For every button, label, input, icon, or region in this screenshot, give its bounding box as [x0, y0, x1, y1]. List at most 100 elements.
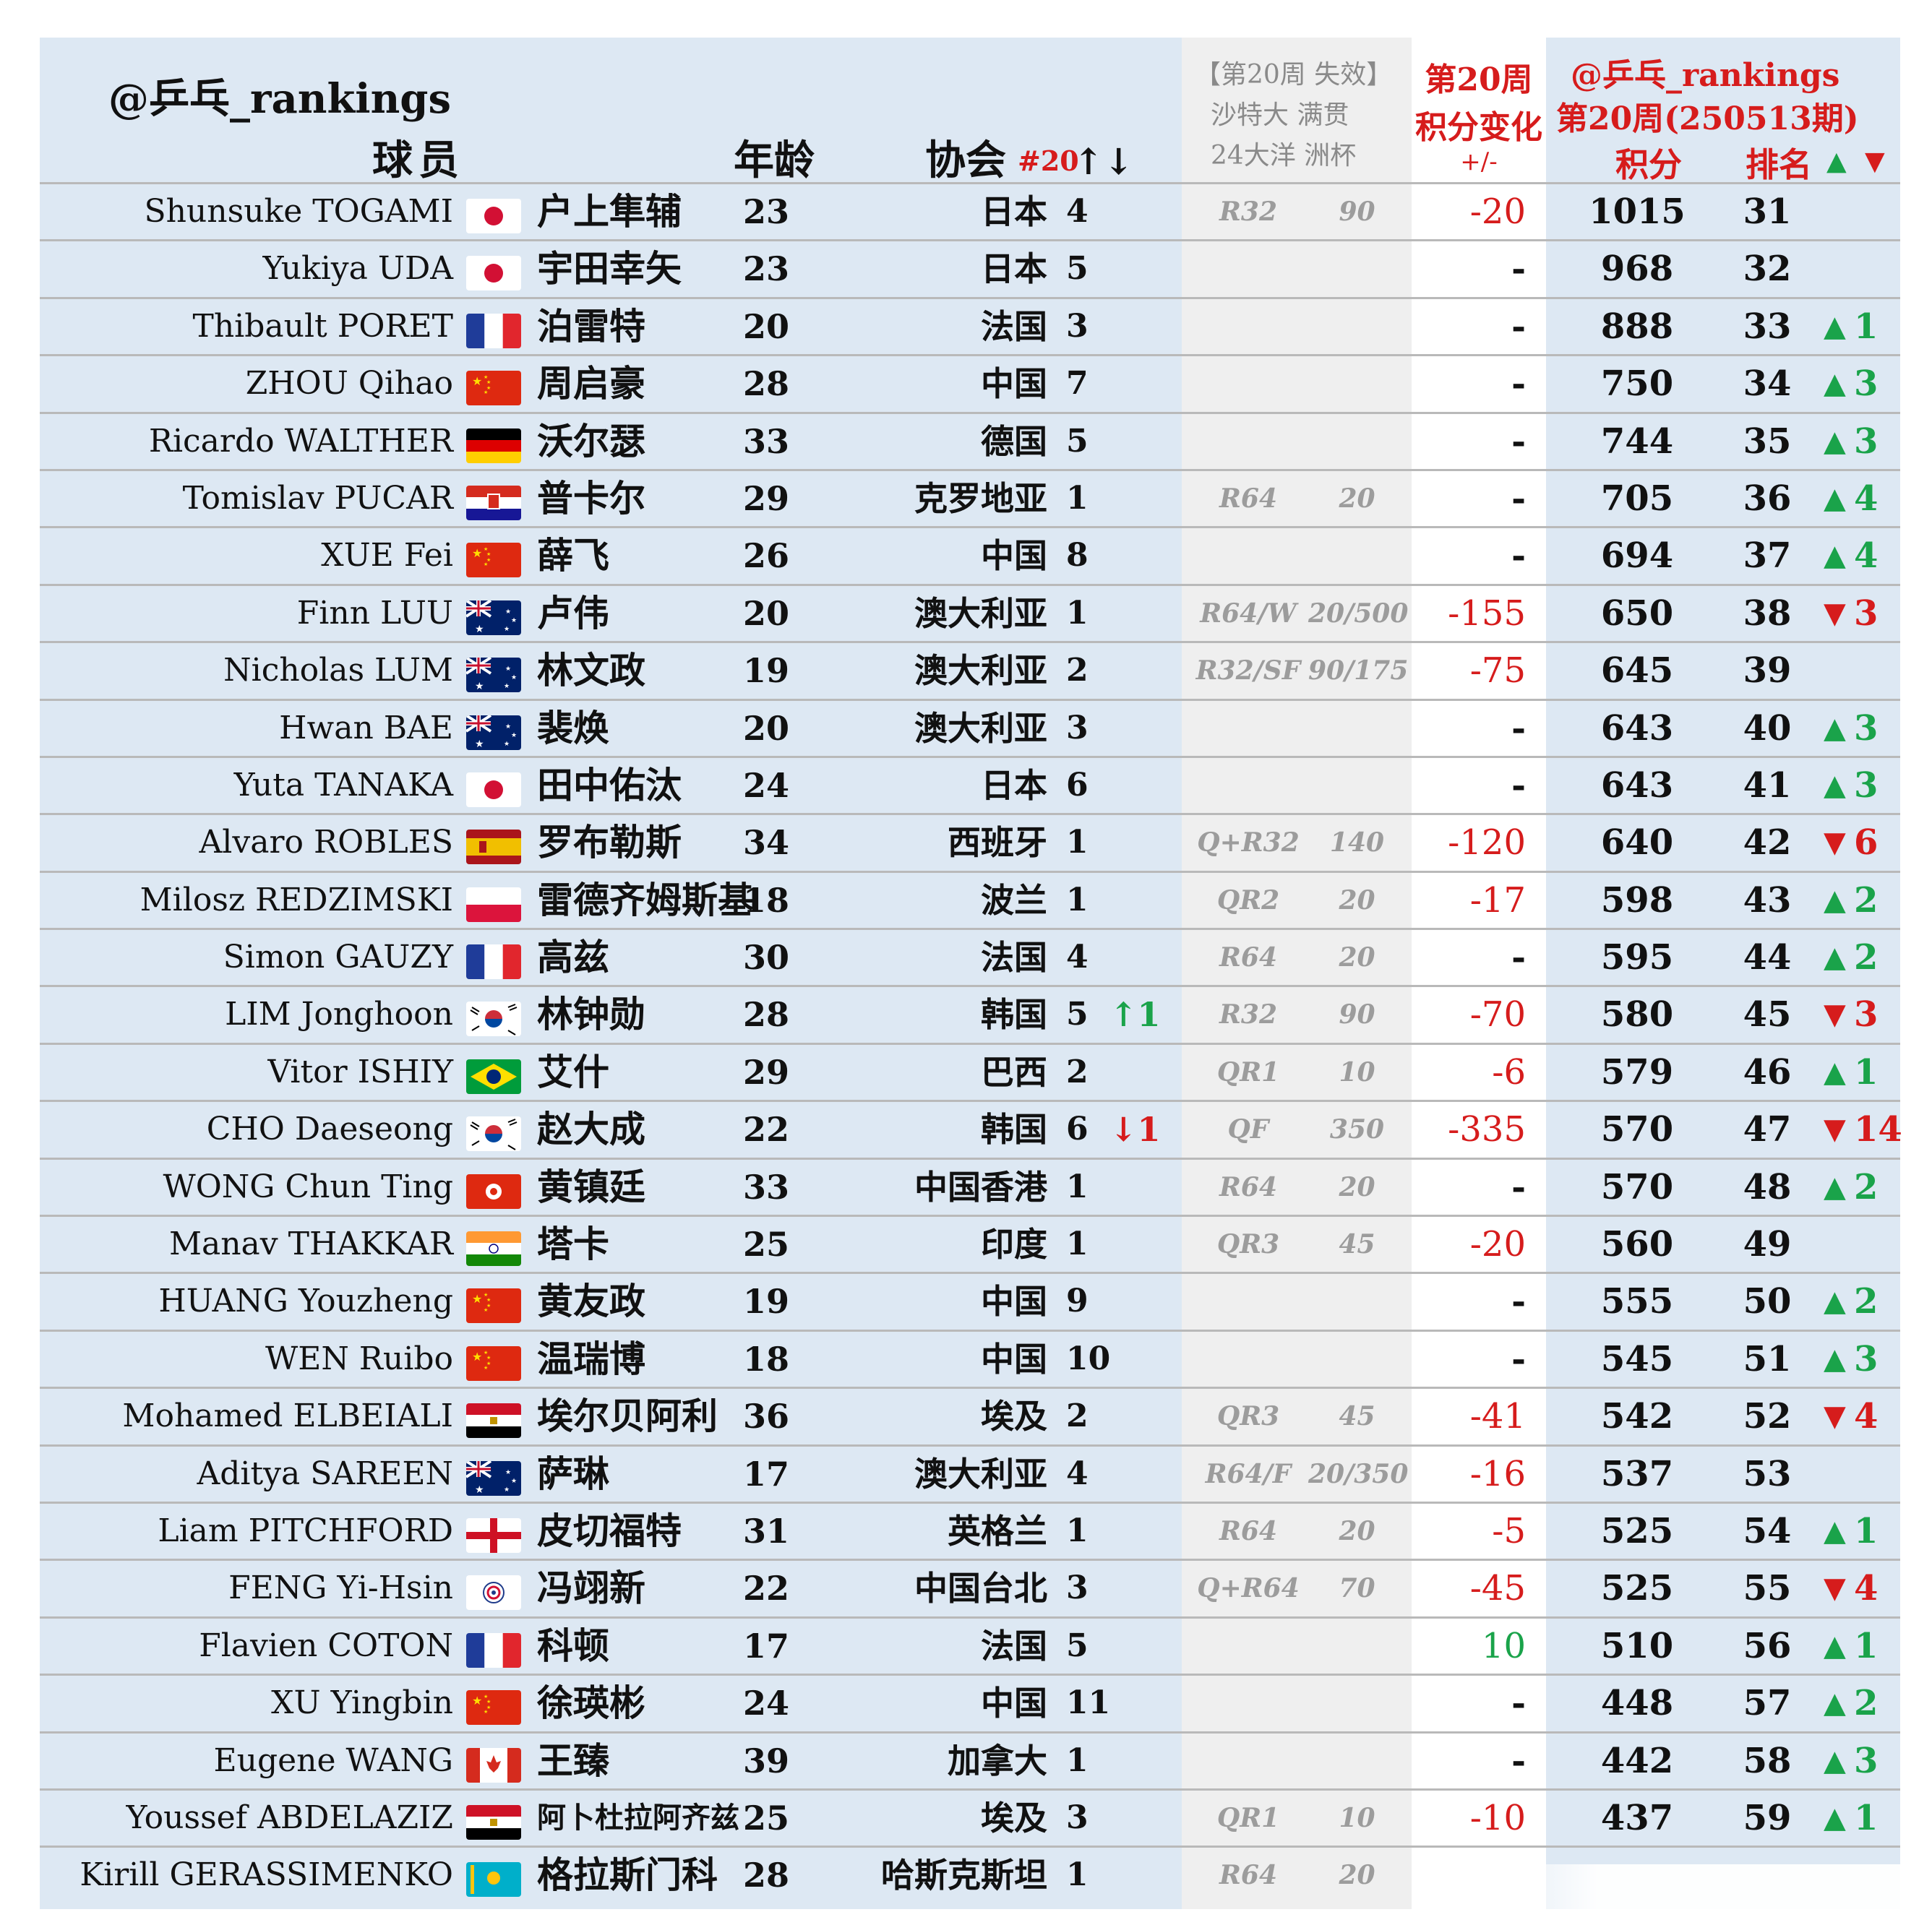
rank-movement: 4 [1854, 1396, 1879, 1437]
expiring-round: R64 [1219, 1171, 1277, 1202]
ranking-points: 650 [1600, 593, 1674, 634]
association-name: 韩国 [981, 995, 1047, 1035]
svg-text:★: ★ [511, 617, 517, 624]
table-row: Ricardo WALTHER 沃尔瑟 33 德国 5 - 744 35 ▲ 3 [40, 411, 1900, 469]
expiring-round [1195, 528, 1302, 583]
association-rank: 3 [1066, 307, 1089, 345]
svg-text:★: ★ [504, 683, 510, 690]
svg-text:★: ★ [504, 741, 510, 748]
ranking-points: 888 [1600, 306, 1674, 347]
player-age: 31 [742, 1511, 789, 1551]
france-flag [466, 944, 521, 980]
svg-text:★: ★ [505, 666, 511, 673]
association-rank-change: ↓1 [1109, 1110, 1161, 1150]
rank-movement: 3 [1854, 707, 1879, 749]
rank-up-icon: ▲ [1824, 1801, 1846, 1835]
association-rank: 5 [1066, 250, 1089, 288]
association-name: 澳大利亚 [914, 593, 1047, 633]
world-rank: 57 [1743, 1683, 1792, 1724]
points-change: -16 [1469, 1453, 1526, 1494]
table-row: ZHOU Qihao ★ ★ ★ ★ ★ 周启豪 28 中国 7-750 34 ▲ 3 [40, 354, 1900, 411]
association-rank: 1 [1066, 1168, 1089, 1205]
player-chinese-name: 罗布勒斯 [537, 821, 682, 864]
france-flag [466, 313, 521, 348]
expiring-points: 350 [1329, 1114, 1385, 1145]
association-rank: 1 [1066, 1741, 1089, 1779]
player-age: 28 [742, 995, 789, 1035]
table-row: Milosz REDZIMSKI 雷德齐姆斯基 18 波兰 1 QR2 20 -17 598 43… [40, 870, 1900, 928]
rank-movement: 6 [1854, 822, 1879, 864]
association-rank: 2 [1066, 1398, 1089, 1435]
rank-down-icon: ▼ [1824, 998, 1846, 1032]
points-change: -45 [1469, 1568, 1526, 1609]
expiry-column-background [1182, 38, 1412, 1909]
player-age: 25 [742, 1225, 789, 1265]
world-rank: 44 [1743, 937, 1792, 978]
world-rank: 47 [1743, 1109, 1792, 1150]
association-name: 巴西 [981, 1052, 1047, 1092]
expiring-points: 10 [1339, 1056, 1375, 1088]
points-change: - [1511, 1683, 1526, 1724]
association-rank: 9 [1066, 1283, 1089, 1320]
association-rank: 7 [1066, 365, 1089, 402]
points-change: -335 [1448, 1109, 1526, 1150]
association-rank: 6 [1066, 1111, 1089, 1148]
association-rank: 5 [1066, 996, 1089, 1033]
world-rank: 40 [1743, 707, 1792, 749]
svg-text:★: ★ [505, 608, 511, 616]
china-flag: ★ ★ ★ ★ ★ [466, 1690, 521, 1726]
expiring-points: 90 [1339, 999, 1375, 1030]
rank-up-icon: ▲ [1824, 883, 1846, 917]
player-english-name: FENG Yi-Hsin [228, 1569, 453, 1607]
player-english-name: Thibault PORET [192, 307, 453, 345]
association-rank: 2 [1066, 652, 1089, 689]
expiring-points: 20 [1339, 1860, 1375, 1891]
ranking-points: 580 [1600, 994, 1674, 1035]
player-chinese-name: 田中佑汰 [537, 763, 682, 806]
world-rank: 37 [1743, 535, 1792, 577]
player-chinese-name: 冯翊新 [537, 1567, 645, 1610]
player-age: 26 [742, 536, 789, 576]
rank-up-icon: ▲ [1824, 768, 1846, 802]
points-change: - [1511, 1166, 1526, 1207]
expiring-points [1308, 299, 1406, 354]
world-rank: 34 [1743, 363, 1792, 405]
table-row: Liam PITCHFORD 皮切福特 31 英格兰 1 R64 20 -5 525 54 ▲ 1 [40, 1501, 1900, 1559]
world-rank: 41 [1743, 765, 1792, 806]
rank-movement: 2 [1854, 879, 1879, 921]
expiring-points: 20/500 [1308, 598, 1409, 629]
table-row: Flavien COTON 科顿 17 法国 5 10 510 56 ▲ 1 [40, 1616, 1900, 1674]
world-rank: 33 [1743, 306, 1792, 347]
ranking-points: 579 [1600, 1051, 1674, 1093]
expiring-round: R32 [1219, 999, 1277, 1030]
player-english-name: Shunsuke TOGAMI [144, 193, 453, 230]
svg-text:★: ★ [472, 1694, 482, 1707]
player-chinese-name: 黄镇廷 [537, 1165, 645, 1208]
points-change: -17 [1469, 879, 1526, 921]
player-chinese-name: 皮切福特 [537, 1509, 682, 1552]
player-age: 19 [742, 651, 789, 691]
ranking-points: 643 [1600, 765, 1674, 806]
rank-down-icon: ▼ [1824, 1400, 1846, 1434]
expiring-round: R64/F [1205, 1458, 1292, 1489]
points-change: -75 [1469, 650, 1526, 692]
association-name: 中国 [981, 364, 1047, 404]
player-english-name: Mohamed ELBEIALI [122, 1398, 453, 1435]
ranking-points: 442 [1600, 1740, 1674, 1781]
points-change: - [1511, 765, 1526, 806]
svg-text:★: ★ [472, 1292, 482, 1306]
rank-down-icon: ▼ [1824, 1572, 1846, 1606]
expiring-round [1195, 1676, 1302, 1731]
ranking-points: 537 [1600, 1453, 1674, 1494]
table-row: Eugene WANG 王臻 39 加拿大 1 - 442 58 ▲ 3 [40, 1731, 1900, 1788]
rank-up-icon: ▲ [1824, 1514, 1846, 1548]
player-chinese-name: 科顿 [537, 1624, 609, 1667]
china-flag: ★ ★ ★ ★ ★ [466, 371, 521, 406]
player-age: 29 [742, 1052, 789, 1092]
england-flag [466, 1517, 521, 1553]
table-row: HUANG Youzheng ★ ★ ★ ★ ★ 黄友政 19 中国 9-555 50 ▲ 2 [40, 1272, 1900, 1329]
china-flag: ★ ★ ★ ★ ★ [466, 1288, 521, 1324]
association-rank: 1 [1066, 1226, 1089, 1263]
svg-text:★: ★ [472, 546, 482, 560]
ranking-points: 570 [1600, 1109, 1674, 1150]
